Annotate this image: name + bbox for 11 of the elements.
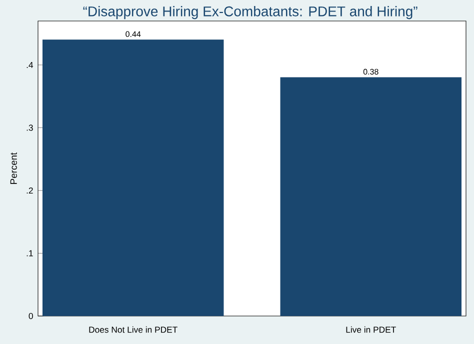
data-label: 0.44 — [126, 31, 141, 37]
x-tick-label: Does Not Live in PDET — [89, 326, 178, 333]
y-tick-label: .2 — [26, 187, 33, 194]
y-tick-label: .4 — [26, 62, 34, 68]
y-tick-label: .1 — [26, 250, 33, 256]
chart-title: “Disapprove Hiring Ex-Combatants: PDET and Hiring” — [83, 6, 418, 20]
y-axis-title: Percent — [10, 152, 17, 184]
x-tick-label: Live in PDET — [346, 326, 396, 333]
y-tick-label: 0 — [28, 312, 33, 320]
data-label: 0.38 — [363, 68, 378, 75]
y-tick-label: .3 — [26, 124, 33, 131]
